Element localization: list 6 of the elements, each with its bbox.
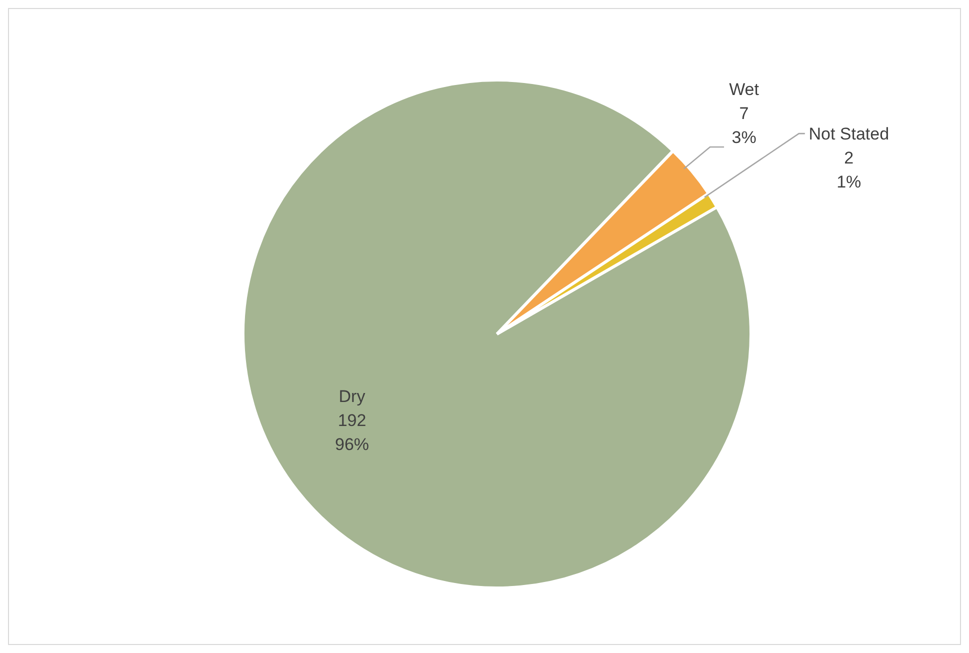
slice-label: Wet <box>729 80 760 100</box>
slice-label: Not Stated <box>808 124 890 144</box>
data-label: 192 96% <box>334 411 370 454</box>
data-label: 7 3% <box>732 104 756 148</box>
slice-label: Dry <box>338 387 366 406</box>
data-label: 2 1% <box>836 148 862 192</box>
